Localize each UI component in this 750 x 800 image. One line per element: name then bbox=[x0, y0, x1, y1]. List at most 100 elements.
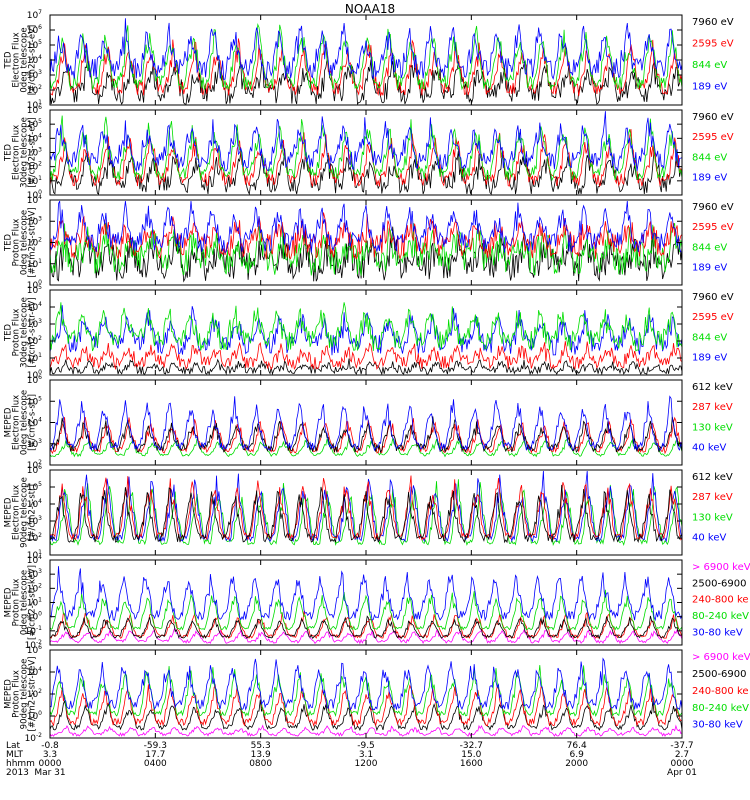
x-tick-value: 0000 bbox=[39, 759, 62, 769]
panel-5-ytick-label: 105 bbox=[27, 395, 42, 407]
x-tick-value: 0800 bbox=[249, 759, 272, 769]
panel-8-series-5 bbox=[50, 657, 682, 711]
panel-5-series-3 bbox=[50, 416, 682, 454]
panel-7-ytick-label: 101 bbox=[27, 597, 42, 609]
panel-4-legend-item: 2595 eV bbox=[692, 312, 734, 323]
panel-7-series-4 bbox=[50, 589, 682, 631]
panel-2-series-2 bbox=[50, 129, 682, 187]
panel-3-ylabel-line: TED bbox=[4, 233, 14, 252]
panel-2-ylabel-line: Electron Flux bbox=[12, 125, 22, 180]
panel-6-series-1 bbox=[50, 479, 682, 546]
panel-2-legend-item: 7960 eV bbox=[692, 112, 734, 123]
panel-4-ytick-label: 105 bbox=[27, 284, 42, 296]
x-tick-value: 17.7 bbox=[145, 750, 165, 760]
panel-1-ytick-label: 106 bbox=[27, 24, 42, 36]
panel-3-ytick-label: 101 bbox=[27, 258, 42, 270]
panel-8-legend-item: > 6900 keV bbox=[692, 652, 750, 663]
panel-3-series-4 bbox=[50, 200, 682, 254]
panel-1-legend-item: 7960 eV bbox=[692, 17, 734, 28]
x-tick-value: 1200 bbox=[355, 759, 378, 769]
panel-6-traces bbox=[50, 470, 682, 546]
panel-2-frame bbox=[49, 109, 683, 196]
x-tick-value: 3.3 bbox=[43, 750, 57, 760]
x-tick-value: 2.7 bbox=[675, 750, 689, 760]
panel-2-ytick-label: 105 bbox=[27, 118, 42, 130]
panel-7-ylabel-line: MEPED bbox=[4, 587, 14, 617]
panel-8-legend-item: 2500-6900 bbox=[692, 669, 747, 680]
panel-1-ytick-label: 103 bbox=[27, 69, 42, 81]
panel-8-ylabel-line: Proton Flux bbox=[12, 670, 22, 718]
panel-6-ylabel-line: MEPED bbox=[4, 497, 14, 527]
panel-5-ylabel-line: 0deg telescope bbox=[20, 390, 30, 455]
x-tick-value: -32.7 bbox=[460, 741, 483, 751]
panel-2-ytick-label: 101 bbox=[27, 175, 42, 187]
panel-6-ylabel-line: Electron Flux bbox=[12, 485, 22, 540]
panel-6-series-3 bbox=[50, 475, 682, 541]
panel-7-ytick-label: 104 bbox=[27, 554, 42, 566]
panel-8-ytick-label: 106 bbox=[27, 644, 42, 656]
panel-8-ylabel-line: 90deg telescope bbox=[20, 659, 30, 730]
panel-4-ylabel-line: [#/cm2-s-str-eV] bbox=[28, 297, 38, 367]
panel-8-legend-item: 30-80 keV bbox=[692, 720, 743, 731]
panel-6-ylabel-line: 90deg telescope bbox=[20, 477, 30, 548]
panel-7-legend-item: 80-240 keV bbox=[692, 611, 749, 622]
panel-1-ylabel-line: [#/cm2-s-str-eV] bbox=[28, 25, 38, 95]
panel-2-ytick-label: 103 bbox=[27, 147, 42, 159]
panel-2-ylabel-line: [#/cm2-s-str-eV] bbox=[28, 117, 38, 187]
panel-4-ytick-label: 103 bbox=[27, 318, 42, 330]
panel-4-legend-item: 189 eV bbox=[692, 353, 727, 364]
panel-8-ytick-label: 104 bbox=[27, 666, 42, 678]
panel-7-traces bbox=[50, 566, 682, 645]
panel-7-ytick-label: 10-1 bbox=[25, 625, 43, 637]
panel-4-legend-item: 844 eV bbox=[692, 332, 727, 343]
panel-4-ytick-label: 100 bbox=[27, 369, 42, 381]
panel-4-legend-item: 7960 eV bbox=[692, 292, 734, 303]
x-tick-value: 15.0 bbox=[461, 750, 481, 760]
x-tick-value: 0400 bbox=[144, 759, 167, 769]
panel-3-series-3 bbox=[50, 212, 682, 260]
panel-7-series-5 bbox=[50, 566, 682, 622]
panel-5-series-4 bbox=[50, 395, 682, 452]
panel-2-legend-item: 189 eV bbox=[692, 173, 727, 184]
panel-7-ylabel-line: [#/cm2-s-str-keV] bbox=[28, 565, 38, 640]
panel-1-traces bbox=[50, 18, 682, 105]
panel-6-ytick-label: 101 bbox=[27, 549, 42, 561]
panel-2-legend-item: 2595 eV bbox=[692, 132, 734, 143]
panel-5-legend-item: 40 keV bbox=[692, 443, 726, 454]
x-row-label: MLT bbox=[6, 750, 24, 760]
panel-1-legend-item: 189 eV bbox=[692, 81, 727, 92]
panel-5-ylabel-line: [#/cm2-s-str] bbox=[28, 394, 38, 451]
panel-4-ylabel-line: TED bbox=[4, 323, 14, 342]
panel-2-ylabel-line: 30deg telescope bbox=[20, 117, 30, 188]
panel-1-ytick-label: 107 bbox=[27, 9, 42, 21]
panel-5-ytick-label: 104 bbox=[27, 417, 42, 429]
x-row-label: 2013 bbox=[6, 768, 29, 778]
panel-6-legend-item: 287 keV bbox=[692, 492, 733, 503]
x-row-label: Lat bbox=[6, 741, 21, 751]
panel-5-ylabel-line: Electron Flux bbox=[12, 395, 22, 450]
panel-8-traces bbox=[50, 657, 682, 737]
panel-8-legend-item: 240-800 ke bbox=[692, 686, 749, 697]
x-tick-value: 76.4 bbox=[567, 741, 587, 751]
panel-7-legend-item: 240-800 ke bbox=[692, 595, 749, 606]
panel-6-ytick-label: 105 bbox=[27, 481, 42, 493]
panel-5-series-2 bbox=[50, 416, 682, 455]
panel-2-series-3 bbox=[50, 115, 682, 182]
panel-4-ytick-label: 101 bbox=[27, 352, 42, 364]
panel-5-legend-item: 130 keV bbox=[692, 422, 733, 433]
panel-2-traces bbox=[50, 111, 682, 195]
panel-1-ytick-label: 104 bbox=[27, 54, 42, 66]
panel-5-ylabel-line: MEPED bbox=[4, 407, 14, 437]
panel-7-series-3 bbox=[50, 615, 682, 640]
x-tick-value: 55.3 bbox=[251, 741, 271, 751]
panel-5-legend-item: 612 keV bbox=[692, 382, 733, 393]
x-tick-value: 2000 bbox=[565, 759, 588, 769]
panel-6-series-4 bbox=[50, 484, 682, 544]
